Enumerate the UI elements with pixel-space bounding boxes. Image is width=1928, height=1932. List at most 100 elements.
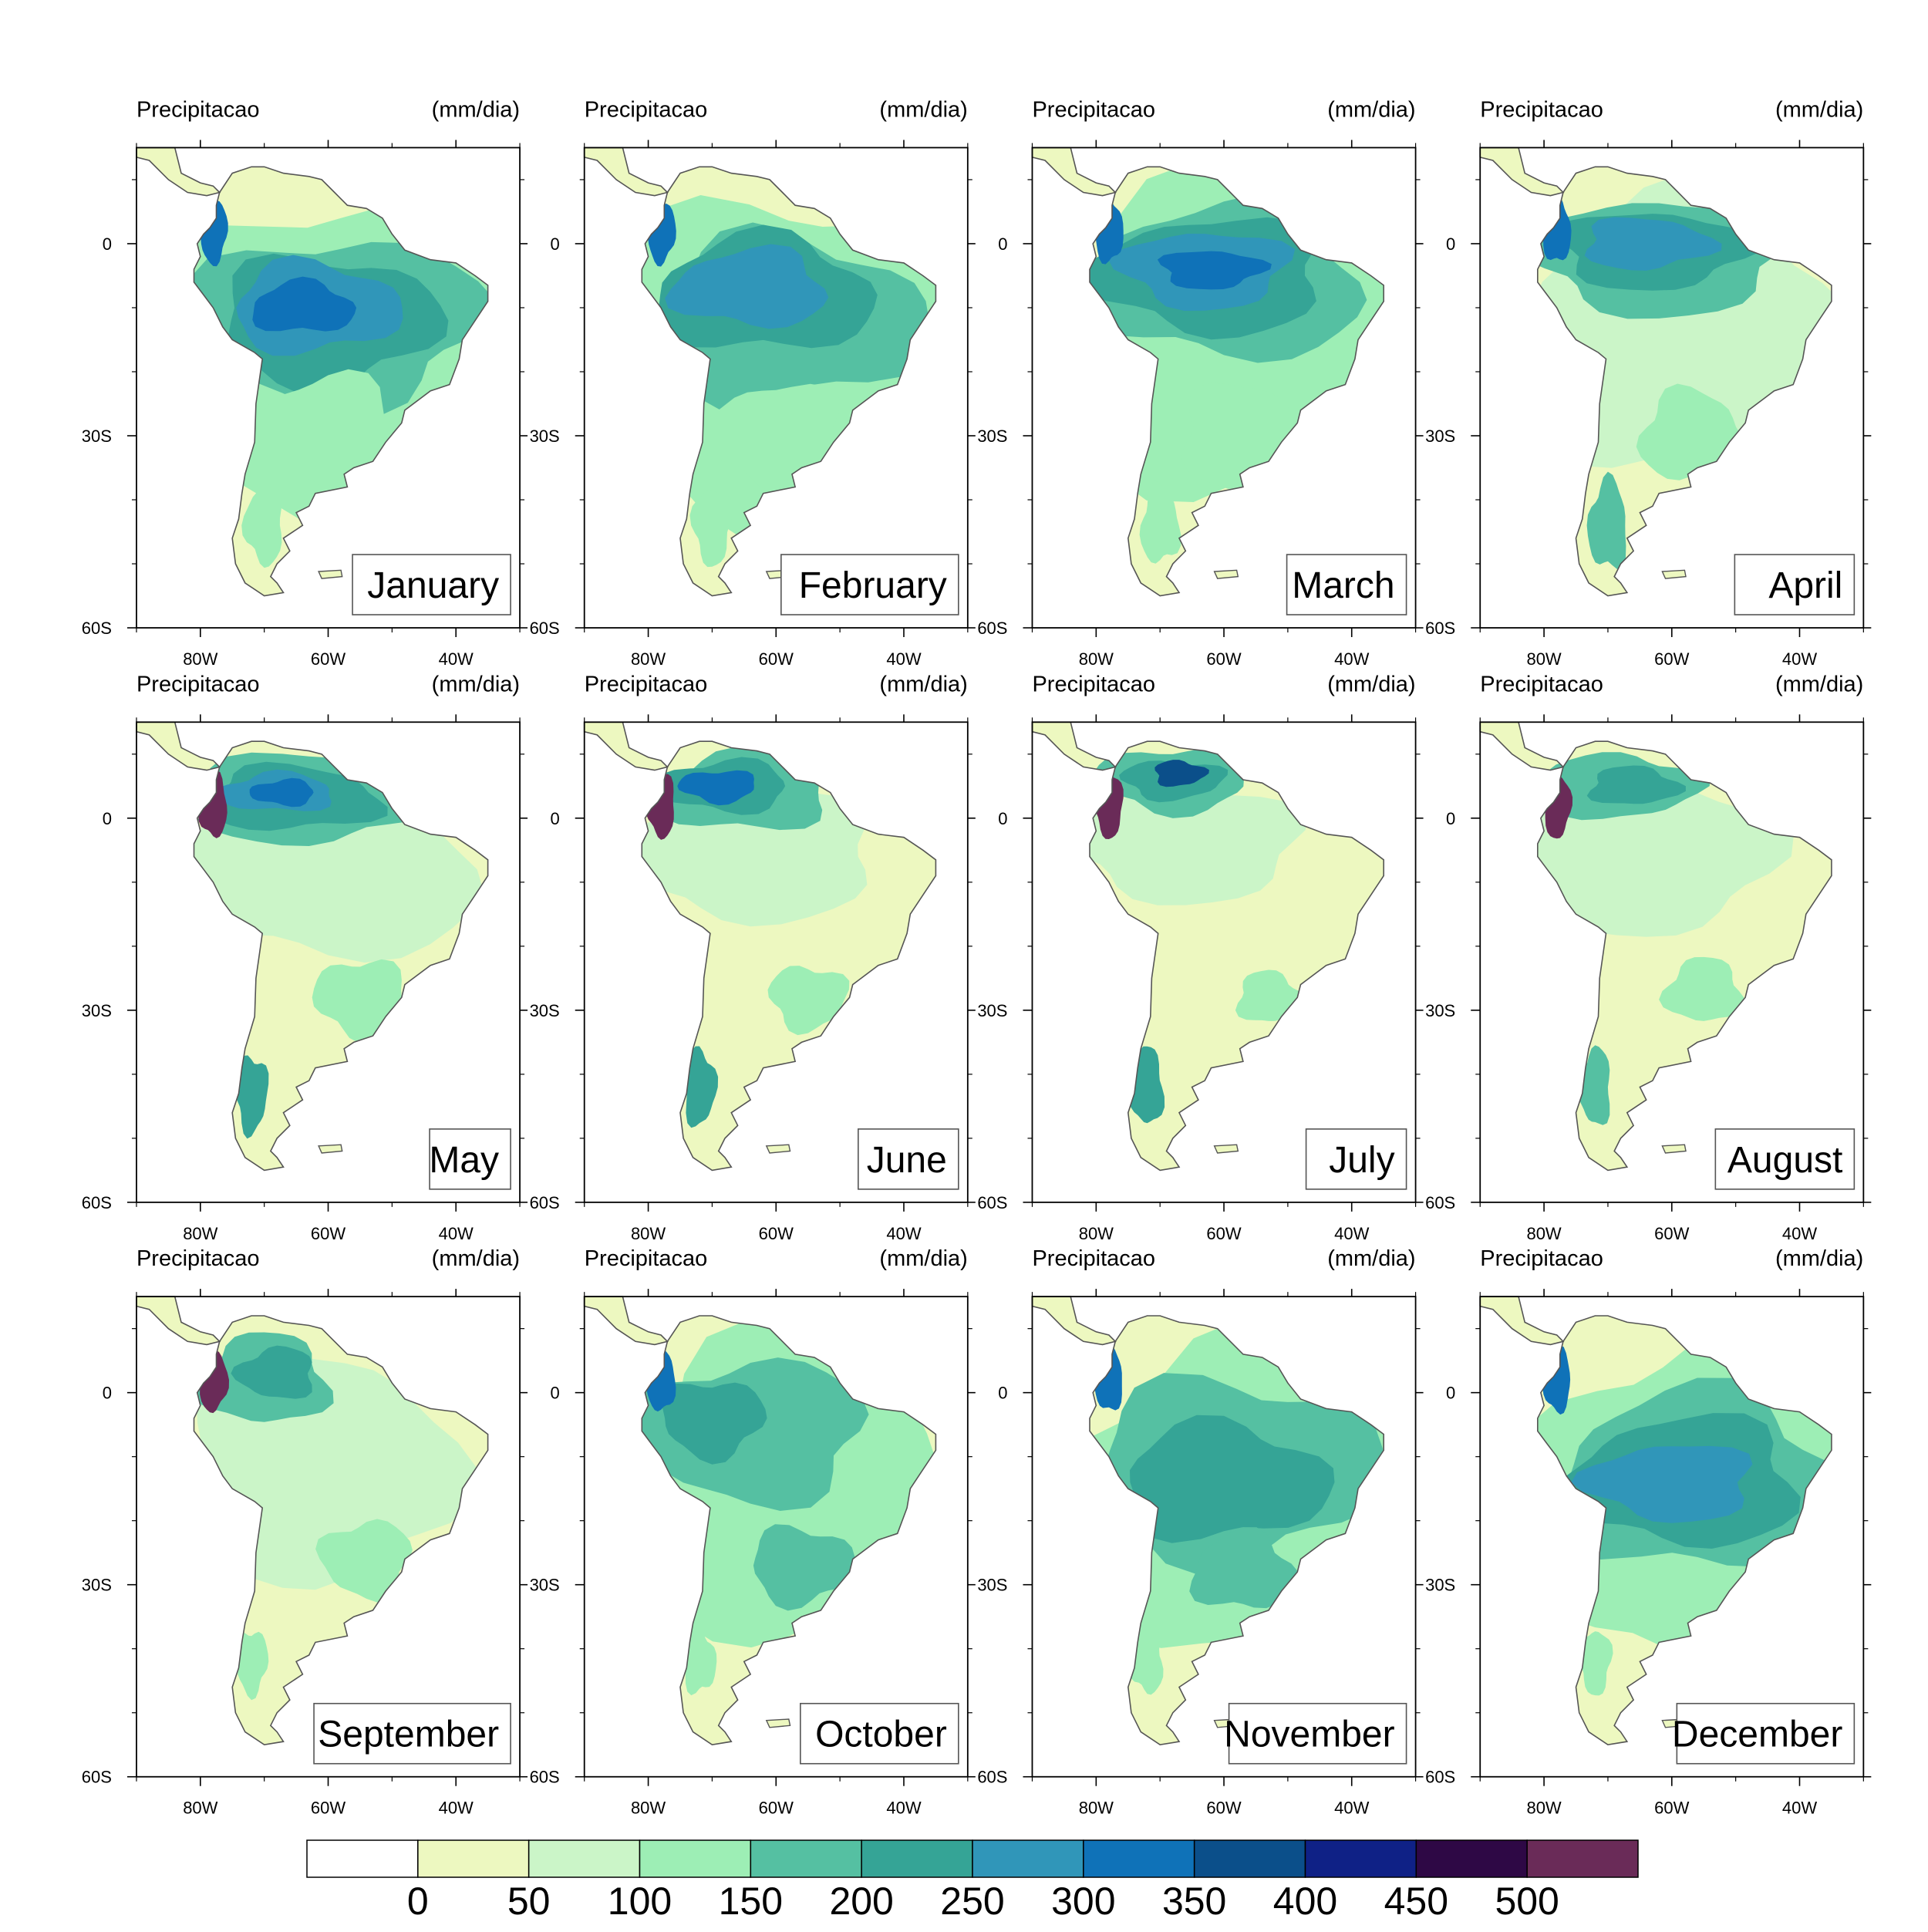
lat-label: 30S [82, 1576, 112, 1595]
lon-label: 40W [1334, 1799, 1369, 1818]
lat-label: 0 [550, 809, 559, 828]
lon-label: 80W [1079, 1799, 1114, 1818]
lon-label: 60W [1206, 1224, 1241, 1243]
colorbar-swatch [639, 1839, 752, 1878]
colorbar-swatch [861, 1839, 973, 1878]
month-label: March [1292, 565, 1394, 606]
colorbar-label: 350 [1162, 1880, 1226, 1923]
precip-contour [249, 777, 314, 808]
lat-label: 60S [82, 1193, 112, 1212]
panel-variable-label: Precipitacao [1032, 1246, 1155, 1271]
lat-label: 0 [103, 809, 112, 828]
map-panel-august: Precipitacao (mm/dia) 0 30S 60S 80W 60W 40W Augu… [1425, 672, 1872, 1243]
precip-contour [677, 770, 754, 806]
precip-contour [693, 383, 841, 493]
coastline-central-america [1479, 721, 1565, 771]
lat-label: 0 [998, 809, 1007, 828]
panel-units-label: (mm/dia) [432, 1246, 520, 1271]
panel-units-label: (mm/dia) [432, 97, 520, 122]
lon-label: 60W [1654, 1224, 1689, 1243]
map-panel-may: Precipitacao (mm/dia) 0 30S 60S 80W 60W 40W May [82, 672, 528, 1243]
colorbar-swatch [972, 1839, 1084, 1878]
colorbar-swatch [417, 1839, 530, 1878]
map-panel-december: Precipitacao (mm/dia) 0 30S 60S 80W 60W 40W Dece… [1425, 1246, 1872, 1818]
month-label-box [780, 554, 959, 615]
map-panel-september: Precipitacao (mm/dia) 0 30S 60S 80W 60W 40W Sept… [82, 1246, 528, 1818]
precip-contour [689, 490, 733, 568]
lon-label: 80W [631, 1224, 666, 1243]
lat-label: 60S [82, 619, 112, 638]
colorbar-label: 300 [1051, 1880, 1115, 1923]
coastline-central-america [1031, 1296, 1117, 1346]
lat-label: 30S [1425, 427, 1455, 446]
coastline-central-america [583, 147, 669, 197]
month-label-box [1714, 1128, 1856, 1190]
lat-label: 60S [1425, 1768, 1455, 1787]
lon-label: 60W [1206, 649, 1241, 669]
precip-contour [315, 1519, 413, 1603]
lat-label: 60S [1425, 619, 1455, 638]
panel-units-label: (mm/dia) [1775, 672, 1863, 696]
map-panel-june: Precipitacao (mm/dia) 0 30S 60S 80W 60W 40W June [530, 672, 976, 1243]
coastline-central-america [1031, 721, 1117, 771]
map-panel-march: Precipitacao (mm/dia) 0 30S 60S 80W 60W 40W Marc… [977, 97, 1424, 669]
lon-label: 40W [1782, 1224, 1817, 1243]
coastline-central-america [136, 147, 221, 197]
precip-contour [1189, 1527, 1299, 1609]
coastline-falklands [1213, 569, 1239, 579]
month-label: October [815, 1715, 947, 1755]
precip-contour [661, 1382, 767, 1465]
colorbar-swatch [528, 1839, 641, 1878]
panel-variable-label: Precipitacao [137, 1246, 260, 1271]
coastline-central-america [136, 1296, 221, 1346]
lon-label: 80W [1079, 649, 1114, 669]
precip-contour [1586, 765, 1686, 804]
lat-label: 60S [977, 1768, 1007, 1787]
month-label: June [867, 1140, 947, 1181]
coastline [193, 740, 489, 1172]
coastline [641, 166, 937, 597]
lon-label: 80W [1526, 649, 1561, 669]
month-label-box [1286, 554, 1407, 615]
lon-label: 80W [1079, 1224, 1114, 1243]
precip-contour [1576, 1631, 1613, 1696]
coastline-falklands [765, 1718, 791, 1728]
lon-label: 80W [1526, 1799, 1561, 1818]
month-label: January [367, 565, 499, 606]
panel-units-label: (mm/dia) [1775, 1246, 1863, 1271]
coastline [1089, 740, 1384, 1172]
lon-label: 80W [631, 1799, 666, 1818]
colorbar-label: 400 [1273, 1880, 1337, 1923]
month-label-box [429, 1128, 511, 1190]
precip-contour [1154, 760, 1209, 787]
precip-contour [312, 959, 402, 1044]
lat-label: 60S [530, 1193, 560, 1212]
panel-units-label: (mm/dia) [879, 1246, 967, 1271]
coastline [1537, 1315, 1832, 1746]
coastline [1537, 740, 1832, 1172]
colorbar-swatch [1304, 1839, 1417, 1878]
panel-variable-label: Precipitacao [1480, 672, 1603, 696]
panel-units-label: (mm/dia) [879, 672, 967, 696]
panel-variable-label: Precipitacao [1480, 97, 1603, 122]
precip-contour [231, 1345, 312, 1399]
colorbar-label: 50 [507, 1880, 551, 1923]
coastline [641, 740, 937, 1172]
precip-contour [1130, 1414, 1335, 1543]
lat-label: 30S [530, 1001, 560, 1020]
panel-grid: Precipitacao (mm/dia) 0 30S 60S 80W 60W 40W Janu… [82, 97, 1872, 1818]
lat-label: 0 [103, 234, 112, 254]
lon-label: 60W [311, 1224, 345, 1243]
coastline [1537, 166, 1832, 597]
precip-band [1515, 783, 1794, 937]
lon-label: 40W [1782, 649, 1817, 669]
lat-label: 0 [550, 1384, 559, 1403]
panel-variable-label: Precipitacao [137, 672, 260, 696]
lon-label: 40W [439, 649, 474, 669]
coastline-falklands [765, 1144, 791, 1154]
month-label: April [1768, 565, 1842, 606]
map-panel-april: Precipitacao (mm/dia) 0 30S 60S 80W 60W 40W Apri… [1425, 97, 1872, 669]
coastline-falklands [1213, 1144, 1239, 1154]
lat-label: 30S [1425, 1576, 1455, 1595]
